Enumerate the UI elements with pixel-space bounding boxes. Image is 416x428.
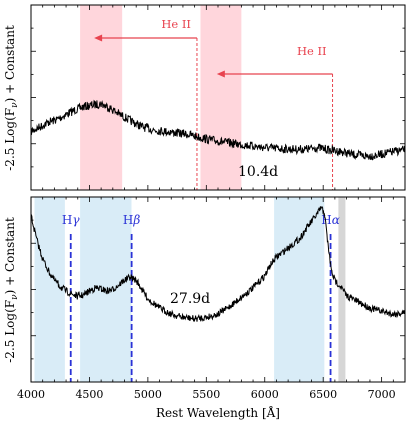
bot-ylabel-pre: -2.5 Log(F — [3, 300, 17, 363]
panel-top: He II He II 10.4d -2.5 Log(Fν) + Constant — [3, 4, 406, 191]
bottom-spectrum-line — [30, 206, 406, 323]
x-axis-label: Rest Wavelength [Å] — [156, 405, 280, 420]
bottom-panel-label: 27.9d — [170, 291, 210, 307]
bottom-y-axis-label: -2.5 Log(Fν) + Constant — [3, 217, 20, 363]
bottom-shaded-bands — [34, 197, 346, 382]
top-y-axis-label: -2.5 Log(Fν) + Constant — [3, 25, 20, 171]
x-tick-label-6000: 6000 — [251, 388, 279, 401]
bot-ylabel-post: ) + Constant — [3, 217, 17, 294]
bot-band-0 — [34, 197, 65, 382]
balmer-label-2: Hα — [321, 213, 340, 227]
heii-label-1: He II — [297, 44, 327, 58]
top-panel-label: 10.4d — [238, 164, 278, 180]
balmer-label-sub-1: β — [132, 213, 140, 227]
bottom-balmer-lines: Hγ Hβ Hα — [62, 213, 340, 382]
heii-arrowhead-0 — [94, 34, 103, 42]
balmer-label-h-1: H — [123, 213, 133, 227]
bot-band-3 — [338, 197, 346, 382]
bot-ylabel-sub: ν — [10, 294, 20, 300]
panel-bottom: Hγ Hβ Hα 27.9d -2.5 Log(Fν) + Constant 400… — [3, 196, 406, 420]
top-annotations: He II He II — [94, 17, 334, 190]
top-spectrum-line — [30, 99, 406, 161]
heii-arrowhead-1 — [216, 70, 225, 78]
bot-band-2 — [274, 197, 325, 382]
balmer-label-sub-2: α — [332, 213, 340, 227]
x-tick-label-7000: 7000 — [368, 388, 396, 401]
bottom-ticks — [30, 197, 405, 382]
top-ylabel-pre: -2.5 Log(F — [3, 108, 17, 171]
balmer-label-sub-0: γ — [72, 213, 80, 227]
top-ticks — [30, 5, 405, 190]
top-ylabel-sub: ν — [10, 102, 20, 108]
heii-label-0: He II — [161, 17, 191, 31]
x-tick-label-4000: 4000 — [17, 388, 45, 401]
balmer-label-h-2: H — [321, 213, 331, 227]
x-tick-label-4500: 4500 — [75, 388, 103, 401]
balmer-label-0: Hγ — [62, 213, 80, 227]
x-tick-label-5500: 5500 — [192, 388, 220, 401]
top-shaded-bands — [80, 5, 242, 190]
x-tick-label-5000: 5000 — [134, 388, 162, 401]
balmer-label-h-0: H — [62, 213, 72, 227]
x-tick-label-6500: 6500 — [309, 388, 337, 401]
balmer-label-1: Hβ — [123, 213, 140, 227]
top-band-0 — [80, 5, 123, 190]
x-tick-labels: 4000 4500 5000 5500 6000 6500 7000 — [17, 388, 396, 401]
top-band-1 — [200, 5, 242, 190]
top-ylabel-post: ) + Constant — [3, 25, 17, 102]
